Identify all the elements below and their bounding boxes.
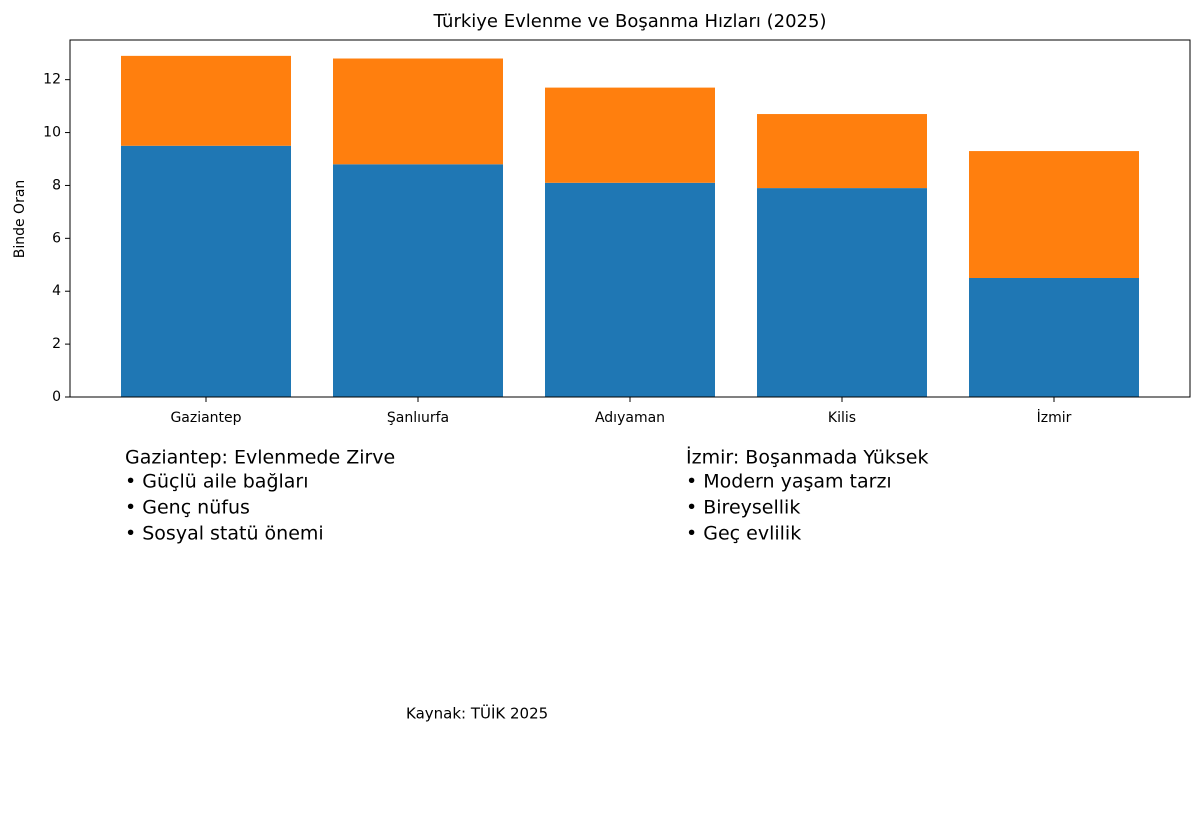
x-tick-label: Adıyaman	[595, 410, 665, 426]
y-tick-label: 8	[52, 177, 61, 193]
x-tick-label: Şanlıurfa	[387, 410, 449, 426]
annotation-item: • Bireysellik	[686, 497, 800, 519]
source: Kaynak: TÜİK 2025	[406, 704, 548, 723]
bar-segment	[333, 164, 503, 397]
x-tick-label: İzmir	[1037, 408, 1072, 426]
bar-segment	[757, 188, 927, 397]
y-tick-label: 6	[52, 230, 61, 246]
bar-segment	[969, 151, 1139, 278]
chart-title: Türkiye Evlenme ve Boşanma Hızları (2025…	[433, 11, 827, 32]
plot-frame	[69, 39, 1191, 398]
bar-segment	[757, 114, 927, 189]
y-tick-label: 4	[52, 283, 61, 299]
bar-segment	[969, 278, 1139, 397]
bar-segment	[545, 87, 715, 183]
bar-segment	[121, 145, 291, 397]
x-tick-label: Gaziantep	[170, 410, 241, 426]
annotation-item: • Genç nüfus	[125, 497, 250, 519]
annotation-item: • Geç evlilik	[686, 523, 801, 545]
annotation-item: • Sosyal statü önemi	[125, 523, 324, 545]
y-tick-label: 10	[43, 125, 61, 141]
x-tick-label: Kilis	[828, 410, 856, 426]
y-tick-label: 0	[52, 389, 61, 405]
bar-segment	[121, 55, 291, 146]
y-axis-label: Binde Oran	[12, 180, 28, 259]
annotation-item: • Modern yaşam tarzı	[686, 471, 892, 493]
annotation-title: Gaziantep: Evlenmede Zirve	[125, 447, 395, 469]
bar-segment	[545, 182, 715, 397]
bar-segment	[333, 58, 503, 165]
y-tick-label: 12	[43, 72, 61, 88]
y-tick-label: 2	[52, 336, 61, 352]
annotation-title: İzmir: Boşanmada Yüksek	[686, 446, 928, 469]
annotation-item: • Güçlü aile bağları	[125, 471, 309, 493]
